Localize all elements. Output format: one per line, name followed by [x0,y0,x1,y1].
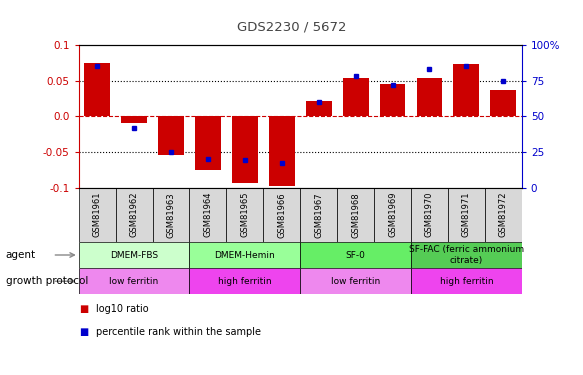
Text: DMEM-FBS: DMEM-FBS [110,251,158,260]
Text: GSM81968: GSM81968 [351,192,360,237]
Text: high ferritin: high ferritin [440,277,493,286]
Bar [380,84,406,116]
Text: GSM81962: GSM81962 [129,192,139,237]
Bar [84,63,110,116]
Bar [411,188,448,242]
Text: GSM81972: GSM81972 [499,192,508,237]
Bar [189,268,300,294]
Bar [374,188,411,242]
Bar [411,242,522,268]
Bar [448,188,485,242]
Text: percentile rank within the sample: percentile rank within the sample [96,327,261,337]
Text: GSM81966: GSM81966 [278,192,286,237]
Text: low ferritin: low ferritin [110,277,159,286]
Bar [411,268,522,294]
Bar [416,78,442,116]
Bar [269,116,294,186]
Bar [343,78,368,116]
Bar [454,64,479,116]
Text: low ferritin: low ferritin [331,277,380,286]
Text: GSM81961: GSM81961 [93,192,101,237]
Text: GSM81970: GSM81970 [425,192,434,237]
Bar [79,242,189,268]
Bar [485,188,522,242]
Bar [337,188,374,242]
Bar [79,188,115,242]
Text: GSM81963: GSM81963 [167,192,175,237]
Bar [189,242,300,268]
Bar [121,116,147,123]
Text: SF-FAC (ferric ammonium
citrate): SF-FAC (ferric ammonium citrate) [409,245,524,265]
Text: GSM81971: GSM81971 [462,192,471,237]
Bar [158,116,184,155]
Text: GSM81964: GSM81964 [203,192,212,237]
Bar [79,268,189,294]
Text: growth protocol: growth protocol [6,276,88,286]
Text: GSM81965: GSM81965 [240,192,250,237]
Bar [264,188,300,242]
Bar [153,188,189,242]
Bar [232,116,258,183]
Bar [300,188,337,242]
Bar [115,188,153,242]
Text: GSM81969: GSM81969 [388,192,397,237]
Bar [300,242,411,268]
Bar [195,116,221,170]
Text: log10 ratio: log10 ratio [96,304,149,314]
Text: agent: agent [6,250,36,260]
Text: ■: ■ [79,327,88,337]
Text: DMEM-Hemin: DMEM-Hemin [215,251,275,260]
Text: ■: ■ [79,304,88,314]
Text: GDS2230 / 5672: GDS2230 / 5672 [237,21,346,34]
Bar [305,100,332,116]
Bar [226,188,264,242]
Text: high ferritin: high ferritin [218,277,272,286]
Bar [189,188,226,242]
Bar [490,90,517,116]
Text: GSM81967: GSM81967 [314,192,323,237]
Bar [300,268,411,294]
Text: SF-0: SF-0 [346,251,366,260]
